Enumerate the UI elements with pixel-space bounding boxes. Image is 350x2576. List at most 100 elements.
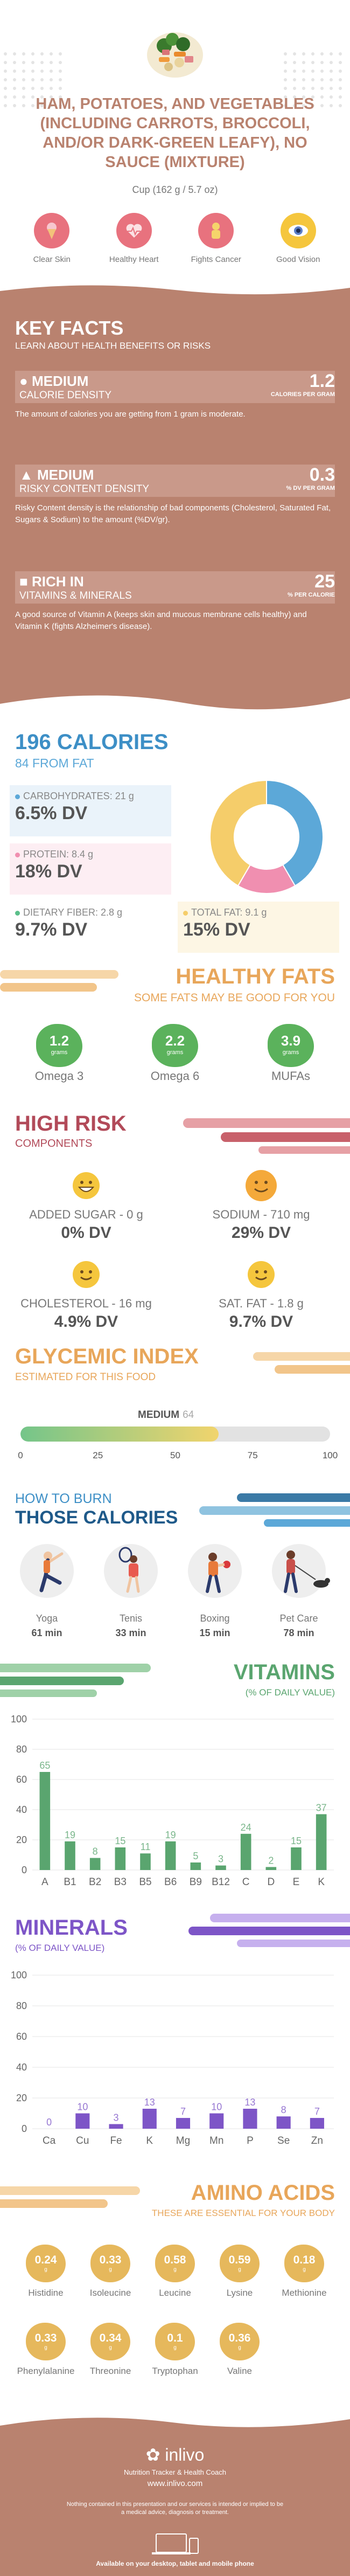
amino-acid-value: 0.58: [164, 2254, 186, 2266]
calories-subtitle: 84 FROM FAT: [15, 756, 94, 770]
fat-mufas: 3.9 grams MUFAs: [256, 1024, 326, 1083]
x-tick-label: P: [247, 2135, 254, 2146]
x-tick-label: Mg: [176, 2135, 190, 2146]
amino-acid-badge: 0.24 g: [26, 2245, 66, 2282]
amino-acid-name: Lysine: [226, 2288, 253, 2298]
fact-level: RICH IN: [31, 573, 84, 590]
amino-acid-name: Histidine: [28, 2288, 64, 2298]
warning-icon: ▲: [19, 467, 33, 483]
amino-acid-value: 0.34: [99, 2332, 122, 2344]
amino-acid-item: 0.59 g Lysine: [207, 2245, 272, 2298]
amino-acid-name: Threonine: [89, 2366, 131, 2376]
amino-acid-unit: g: [238, 2267, 241, 2273]
amino-acid-badge: 0.58 g: [155, 2245, 195, 2282]
benefit-label: Clear Skin: [33, 255, 71, 264]
amino-acid-item: 0.1 g Tryptophan: [143, 2323, 207, 2377]
healthy-fats-section: HEALTHY FATS SOME FATS MAY BE GOOD FOR Y…: [0, 959, 350, 1107]
fat-omega-6: 2.2 grams Omega 6: [140, 1024, 210, 1083]
bar-C: [240, 1833, 251, 1870]
calories-section: 196 CALORIES 84 FROM FAT CARBOHYDRATES: …: [0, 714, 350, 959]
y-tick-label: 0: [22, 2123, 27, 2134]
amino-acid-value: 0.33: [99, 2254, 122, 2266]
glycemic-tick-label: 50: [170, 1450, 180, 1460]
fat-name: Omega 3: [34, 1069, 84, 1083]
risk-sodium: SODIUM - 710 mg 29% DV: [183, 1170, 339, 1242]
x-tick-label: K: [146, 2135, 153, 2146]
amino-acid-unit: g: [238, 2345, 241, 2351]
fat-omega-3: 1.2 grams Omega 3: [24, 1024, 94, 1083]
x-tick-label: B5: [139, 1876, 151, 1888]
flame-icon: ●: [19, 373, 28, 389]
bar-value-label: 65: [39, 1760, 50, 1771]
bar-value-label: 0: [46, 2117, 52, 2128]
serving-size: Cup (162 g / 5.7 oz): [132, 184, 218, 195]
bar-B1: [65, 1841, 75, 1870]
x-tick-label: E: [293, 1876, 300, 1888]
x-tick-label: B1: [64, 1876, 76, 1888]
amino-acid-badge: 0.1 g: [155, 2323, 195, 2360]
bar-P: [243, 2108, 257, 2129]
amino-acid-unit: g: [44, 2267, 47, 2273]
x-tick-label: C: [242, 1876, 250, 1888]
key-facts-subtitle: LEARN ABOUT HEALTH BENEFITS OR RISKS: [15, 341, 211, 351]
fat-value: 3.9: [281, 1033, 301, 1049]
y-tick-label: 20: [16, 2093, 27, 2103]
nutrient-total-fat: TOTAL FAT: 9.1 g 15% DV: [183, 907, 334, 940]
dot-icon: [15, 794, 20, 799]
glycemic-level-label: MEDIUM 64: [138, 1409, 194, 1421]
bar-B2: [89, 1858, 101, 1870]
vitamins-title: VITAMINS: [233, 1660, 335, 1684]
y-tick-label: 40: [16, 1804, 27, 1815]
x-tick-label: B6: [164, 1876, 177, 1888]
risk-label: SAT. FAT - 1.8 g: [219, 1297, 304, 1310]
bar-D: [265, 1867, 277, 1870]
bar-value-label: 24: [241, 1822, 251, 1833]
brand-url[interactable]: www.inlivo.com: [147, 2479, 203, 2488]
fact-vitamins-minerals: ■ RICH IN VITAMINS & MINERALS 25 % PER C…: [15, 571, 335, 633]
fact-unit: CALORIES PER GRAM: [270, 391, 335, 398]
bar-B3: [115, 1847, 126, 1870]
bar-value-label: 8: [93, 1846, 98, 1857]
key-facts-title: KEY FACTS: [15, 317, 124, 339]
glycemic-gauge: [20, 1427, 330, 1442]
risk-sat-fat: SAT. FAT - 1.8 g 9.7% DV: [183, 1261, 339, 1331]
amino-acid-item: 0.58 g Leucine: [143, 2245, 207, 2298]
fruit-icon: ■: [19, 573, 28, 590]
devices-note: Available on your desktop, tablet and mo…: [96, 2560, 254, 2567]
burn-title: HOW TO BURN: [15, 1491, 112, 1506]
dot-icon: [15, 853, 20, 857]
glycemic-index-section: GLYCEMIC INDEX ESTIMATED FOR THIS FOOD M…: [0, 1339, 350, 1490]
bar-value-label: 8: [281, 2104, 286, 2115]
fat-name: Omega 6: [150, 1069, 200, 1083]
bar-value-label: 13: [244, 2097, 255, 2108]
burn-title-strong: THOSE CALORIES: [15, 1507, 178, 1528]
fact-description: The amount of calories you are getting f…: [15, 410, 246, 419]
amino-acid-value: 0.18: [293, 2254, 316, 2266]
stripe-decoration: [0, 2186, 140, 2208]
stripe-decoration: [199, 1493, 350, 1527]
activity-name: Pet Care: [279, 1613, 318, 1624]
y-tick-label: 100: [11, 1970, 27, 1981]
leaf-logo-icon: ✿: [145, 2445, 160, 2464]
fat-value: 1.2: [49, 1033, 69, 1049]
bar-B6: [165, 1841, 176, 1870]
x-tick-label: B9: [190, 1876, 202, 1888]
bar-value-label: 13: [144, 2097, 155, 2108]
minerals-title: MINERALS: [15, 1916, 128, 1940]
eye-icon: [280, 213, 316, 248]
fact-value: 0.3: [309, 465, 335, 485]
high-risk-subtitle: COMPONENTS: [15, 1138, 93, 1149]
x-tick-label: Se: [277, 2135, 290, 2146]
risk-added-sugar: ADDED SUGAR - 0 g 0% DV: [8, 1172, 164, 1242]
amino-acid-value: 0.36: [228, 2332, 251, 2344]
fact-description: A good source of Vitamin A (keeps skin a…: [15, 610, 307, 631]
amino-acid-badge: 0.18 g: [284, 2245, 324, 2282]
x-tick-label: A: [41, 1876, 48, 1888]
minerals-bar-chart: 0 20 40 60 80 100 0 Ca 10 Cu 3 Fe 13 K 7 Mg 10 Mn 13 P 8 Se 7 Z…: [11, 1970, 334, 2146]
healthy-fats-title: HEALTHY FATS: [176, 965, 335, 988]
donut-slice-carbohydrates: [266, 779, 324, 887]
amino-acids-section: AMINO ACIDS THESE ARE ESSENTIAL FOR YOUR…: [0, 2175, 350, 2414]
fact-level: MEDIUM: [37, 467, 94, 483]
calorie-donut-chart: [209, 779, 324, 894]
bar-value-label: 3: [114, 2112, 119, 2123]
